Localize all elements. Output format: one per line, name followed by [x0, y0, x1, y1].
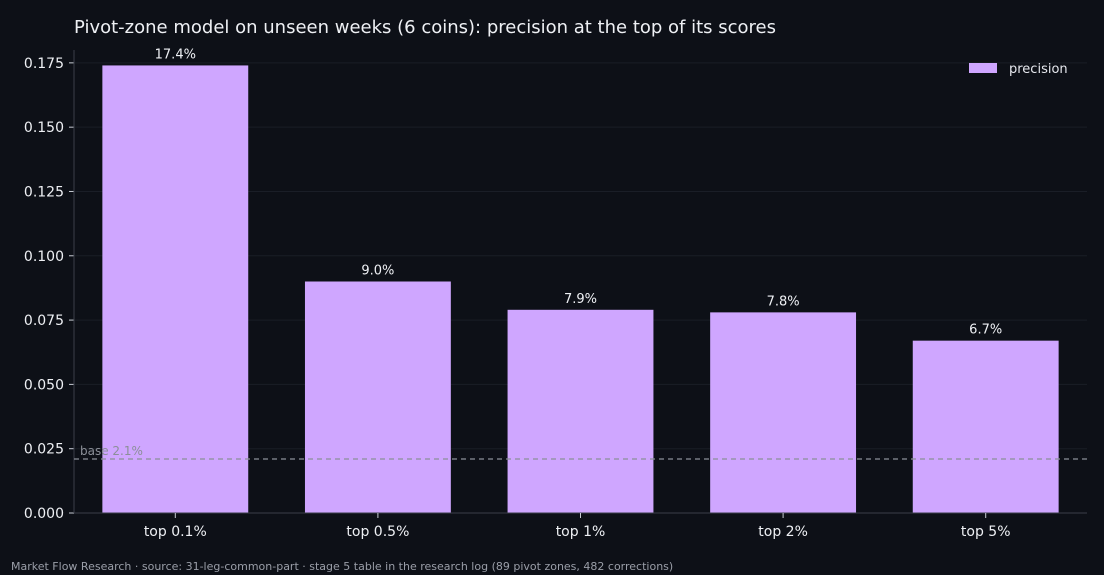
- x-tick-label: top 2%: [758, 524, 808, 540]
- y-tick-label: 0.125: [24, 184, 64, 200]
- y-tick-label: 0.025: [24, 442, 64, 458]
- bar: [912, 340, 1059, 513]
- legend-swatch-precision: [969, 63, 997, 73]
- y-tick-label: 0.050: [24, 377, 64, 393]
- bar: [710, 312, 857, 513]
- legend-label-precision: precision: [1009, 62, 1068, 77]
- chart-title: Pivot-zone model on unseen weeks (6 coin…: [74, 17, 776, 38]
- bar: [304, 281, 451, 513]
- bars: 17.4% 9.0% 7.9% 7.8% 6.7%: [102, 47, 1059, 513]
- y-tick-label: 0.150: [24, 120, 64, 136]
- bar: [102, 65, 249, 513]
- y-tick-label: 0.100: [24, 249, 64, 265]
- bar-data-label: 7.8%: [767, 294, 800, 309]
- y-tick-label: 0.075: [24, 313, 64, 329]
- x-tick-label: top 1%: [556, 524, 606, 540]
- bar-data-label: 9.0%: [361, 264, 394, 279]
- bar-data-label: 17.4%: [155, 47, 196, 62]
- y-tick-label: 0.000: [24, 506, 64, 522]
- x-tick-label: top 0.1%: [144, 524, 207, 540]
- bar: [507, 309, 654, 513]
- baseline-marker: base 2.1%: [74, 444, 1087, 460]
- x-tick-label: top 5%: [961, 524, 1011, 540]
- x-axis: top 0.1% top 0.5% top 1% top 2% top 5%: [74, 512, 1087, 540]
- bar-data-label: 6.7%: [969, 323, 1002, 338]
- footer-source-note: Market Flow Research · source: 31-leg-co…: [11, 560, 673, 573]
- baseline-label: base 2.1%: [80, 444, 143, 458]
- y-axis: 0.000 0.025 0.050 0.075 0.100 0.125 0.150 0.175: [24, 50, 75, 522]
- y-tick-label: 0.175: [24, 56, 64, 72]
- x-tick-label: top 0.5%: [346, 524, 409, 540]
- bar-data-label: 7.9%: [564, 292, 597, 307]
- legend: precision: [969, 62, 1068, 77]
